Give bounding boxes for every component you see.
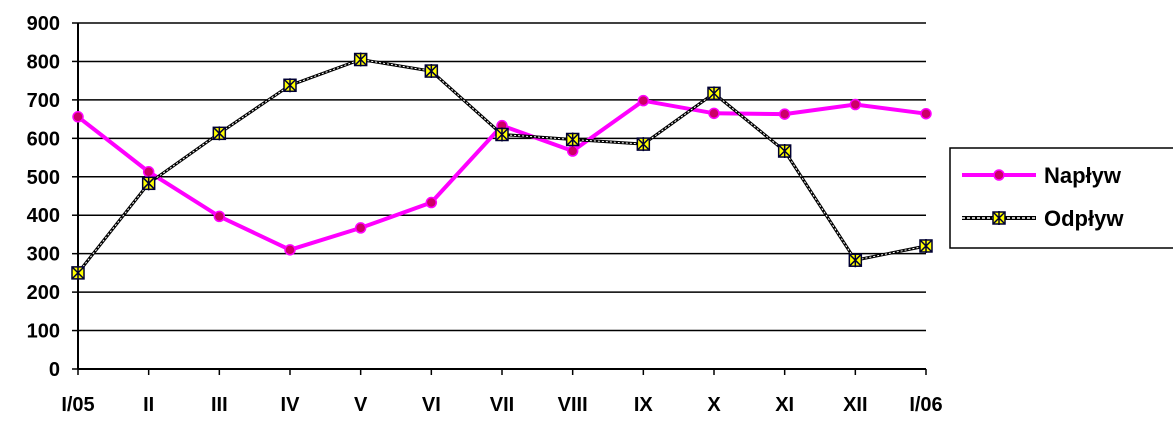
y-tick-label: 200 (27, 282, 60, 304)
y-tick-label: 100 (27, 321, 60, 343)
y-tick-label: 900 (27, 13, 60, 35)
y-tick-label: 600 (27, 128, 60, 150)
data-point (213, 210, 226, 223)
data-point (777, 144, 792, 159)
data-point (920, 107, 932, 120)
data-point (495, 127, 509, 142)
x-tick-label: XI (775, 394, 794, 416)
legend-box (949, 147, 1173, 249)
data-point (353, 52, 368, 67)
data-point (424, 64, 439, 79)
x-tick-label: XII (843, 394, 867, 416)
legend-label-1: Odpływ (1044, 206, 1124, 231)
data-point (566, 145, 579, 157)
data-point (284, 244, 296, 256)
y-tick-label: 400 (27, 205, 60, 227)
x-tick-label: VI (422, 394, 441, 416)
series-line-1 (76, 57, 927, 274)
y-tick-labels: 0 100 200 300 400 500 600 700 800 900 (27, 13, 60, 381)
x-tick-label: II (143, 394, 154, 416)
data-point (212, 126, 227, 141)
x-tick-label: IV (281, 394, 301, 416)
data-point (919, 238, 933, 253)
data-point (141, 176, 156, 191)
y-tick-label: 500 (27, 167, 60, 189)
data-point (849, 98, 862, 111)
data-point (72, 111, 84, 123)
legend: Napływ Odpływ (949, 147, 1173, 249)
data-point (142, 166, 155, 178)
x-tick-label: IX (634, 394, 654, 416)
y-tick-label: 800 (27, 51, 60, 73)
data-point (636, 137, 651, 152)
legend-marker-0 (993, 169, 1005, 181)
data-point (71, 265, 85, 280)
legend-marker-1 (992, 211, 1006, 225)
y-tick-label: 700 (27, 90, 60, 112)
data-point (425, 196, 438, 209)
x-tick-label: V (354, 394, 368, 416)
legend-label-0: Napływ (1044, 163, 1122, 188)
data-point (637, 94, 650, 107)
x-tick-label: VIII (558, 394, 588, 416)
gridlines (72, 22, 927, 375)
data-point (283, 78, 297, 93)
series (71, 52, 933, 280)
data-point (778, 108, 791, 120)
axes (77, 23, 926, 370)
data-point (565, 132, 580, 147)
data-point (354, 222, 367, 234)
x-tick-labels: I/05 II III IV V VI VII VIII IX X XI XII I/06 (61, 394, 942, 416)
x-tick-label: I/05 (61, 394, 94, 416)
data-point (707, 86, 721, 101)
x-tick-label: X (707, 394, 721, 416)
x-tick-label: I/06 (909, 394, 942, 416)
x-tick-label: VII (490, 394, 514, 416)
y-tick-label: 0 (49, 359, 60, 381)
data-point (848, 253, 863, 268)
y-tick-label: 300 (27, 244, 60, 266)
x-tick-label: III (211, 394, 228, 416)
data-point (708, 107, 720, 120)
